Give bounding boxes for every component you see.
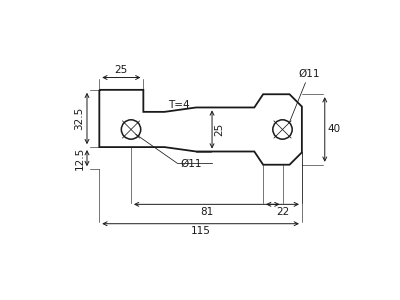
Text: 32.5: 32.5	[74, 107, 84, 130]
Text: 22: 22	[276, 207, 289, 217]
Text: 40: 40	[328, 124, 340, 134]
Text: 25: 25	[115, 65, 128, 75]
Text: 12.5: 12.5	[74, 146, 84, 170]
Text: 25: 25	[215, 123, 225, 136]
Text: Ø11: Ø11	[180, 159, 202, 169]
Text: 81: 81	[200, 207, 213, 217]
Text: T=4: T=4	[168, 100, 190, 110]
Text: 115: 115	[191, 226, 210, 236]
Text: Ø11: Ø11	[298, 69, 320, 79]
